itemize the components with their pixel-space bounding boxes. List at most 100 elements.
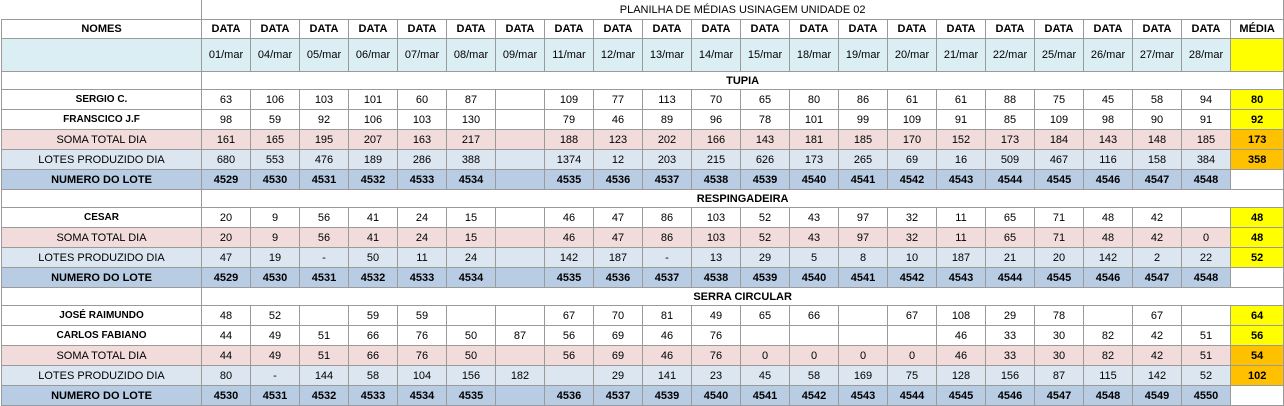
value-cell[interactable]: 467 <box>1034 149 1084 170</box>
value-cell[interactable]: 12 <box>593 149 643 170</box>
value-cell[interactable]: 4532 <box>299 385 349 406</box>
value-cell[interactable] <box>1181 305 1231 326</box>
value-cell[interactable]: 130 <box>446 109 496 130</box>
value-cell[interactable]: 44 <box>201 325 251 346</box>
average-cell[interactable] <box>1229 267 1284 288</box>
value-cell[interactable]: 4549 <box>1132 385 1182 406</box>
date-cell[interactable]: 15/mar <box>740 38 790 72</box>
value-cell[interactable]: 23 <box>691 365 741 386</box>
date-cell[interactable]: 20/mar <box>887 38 937 72</box>
operator-name[interactable]: CESAR <box>1 207 202 228</box>
value-cell[interactable]: 142 <box>544 247 594 268</box>
value-cell[interactable]: 173 <box>789 149 839 170</box>
value-cell[interactable]: 58 <box>789 365 839 386</box>
data-header-cell[interactable]: DATA <box>1181 19 1231 39</box>
value-cell[interactable]: 170 <box>887 129 937 150</box>
value-cell[interactable]: 48 <box>1083 227 1133 248</box>
value-cell[interactable]: 103 <box>691 207 741 228</box>
value-cell[interactable]: 4535 <box>446 385 496 406</box>
value-cell[interactable] <box>495 89 545 110</box>
value-cell[interactable]: 187 <box>936 247 986 268</box>
value-cell[interactable]: 67 <box>1132 305 1182 326</box>
value-cell[interactable]: 70 <box>691 89 741 110</box>
row-label[interactable]: SOMA TOTAL DIA <box>1 345 202 366</box>
average-cell[interactable]: 80 <box>1229 89 1284 110</box>
value-cell[interactable]: 4534 <box>446 169 496 190</box>
value-cell[interactable]: 45 <box>740 365 790 386</box>
value-cell[interactable]: 97 <box>838 207 888 228</box>
value-cell[interactable] <box>495 169 545 190</box>
value-cell[interactable]: 4539 <box>740 169 790 190</box>
value-cell[interactable]: 46 <box>936 325 986 346</box>
value-cell[interactable]: - <box>250 365 300 386</box>
value-cell[interactable]: 46 <box>544 227 594 248</box>
value-cell[interactable] <box>887 325 937 346</box>
value-cell[interactable]: 4540 <box>789 267 839 288</box>
value-cell[interactable]: 156 <box>985 365 1035 386</box>
value-cell[interactable]: 4543 <box>838 385 888 406</box>
operator-name[interactable]: CARLOS FABIANO <box>1 325 202 346</box>
value-cell[interactable]: 106 <box>250 89 300 110</box>
value-cell[interactable]: 123 <box>593 129 643 150</box>
value-cell[interactable] <box>495 247 545 268</box>
data-header-cell[interactable]: DATA <box>691 19 741 39</box>
value-cell[interactable]: 4541 <box>838 267 888 288</box>
value-cell[interactable]: 52 <box>740 227 790 248</box>
value-cell[interactable]: 109 <box>1034 109 1084 130</box>
value-cell[interactable]: 8 <box>838 247 888 268</box>
value-cell[interactable]: 47 <box>593 227 643 248</box>
average-cell[interactable]: 358 <box>1229 149 1284 170</box>
value-cell[interactable]: 21 <box>985 247 1035 268</box>
value-cell[interactable]: 4537 <box>593 385 643 406</box>
section-title[interactable]: RESPINGADEIRA <box>200 189 1284 208</box>
value-cell[interactable]: 70 <box>593 305 643 326</box>
average-cell[interactable]: 52 <box>1229 247 1284 268</box>
value-cell[interactable]: 86 <box>838 89 888 110</box>
value-cell[interactable]: 20 <box>1034 247 1084 268</box>
value-cell[interactable]: 65 <box>740 305 790 326</box>
value-cell[interactable]: 509 <box>985 149 1035 170</box>
value-cell[interactable]: 41 <box>348 227 398 248</box>
value-cell[interactable]: 4547 <box>1132 169 1182 190</box>
value-cell[interactable]: 388 <box>446 149 496 170</box>
value-cell[interactable]: 51 <box>299 345 349 366</box>
value-cell[interactable]: 49 <box>250 325 300 346</box>
value-cell[interactable] <box>838 325 888 346</box>
value-cell[interactable]: 4545 <box>1034 169 1084 190</box>
value-cell[interactable]: 80 <box>201 365 251 386</box>
value-cell[interactable]: 98 <box>201 109 251 130</box>
value-cell[interactable]: 71 <box>1034 207 1084 228</box>
value-cell[interactable]: 4529 <box>201 169 251 190</box>
section-label-cell[interactable] <box>1 189 202 208</box>
value-cell[interactable]: 4529 <box>201 267 251 288</box>
value-cell[interactable]: 4533 <box>348 385 398 406</box>
value-cell[interactable]: 4548 <box>1181 267 1231 288</box>
value-cell[interactable]: 71 <box>1034 227 1084 248</box>
value-cell[interactable]: 0 <box>887 345 937 366</box>
average-cell[interactable]: 48 <box>1229 227 1284 248</box>
value-cell[interactable]: - <box>299 247 349 268</box>
row-label[interactable]: NUMERO DO LOTE <box>1 267 202 288</box>
value-cell[interactable]: 109 <box>887 109 937 130</box>
data-header-cell[interactable]: DATA <box>887 19 937 39</box>
date-cell[interactable]: 08/mar <box>446 38 496 72</box>
value-cell[interactable]: 42 <box>1132 345 1182 366</box>
date-cell[interactable]: 19/mar <box>838 38 888 72</box>
value-cell[interactable]: 9 <box>250 207 300 228</box>
operator-name[interactable]: JOSÉ RAIMUNDO <box>1 305 202 326</box>
data-header-cell[interactable]: DATA <box>544 19 594 39</box>
value-cell[interactable] <box>1181 207 1231 228</box>
value-cell[interactable] <box>838 305 888 326</box>
value-cell[interactable]: 96 <box>691 109 741 130</box>
value-cell[interactable]: 4541 <box>838 169 888 190</box>
value-cell[interactable]: 24 <box>397 227 447 248</box>
value-cell[interactable]: 10 <box>887 247 937 268</box>
value-cell[interactable]: 4534 <box>397 385 447 406</box>
dates-label-cell[interactable] <box>1 38 202 72</box>
value-cell[interactable]: 4537 <box>642 169 692 190</box>
value-cell[interactable]: 46 <box>642 345 692 366</box>
value-cell[interactable]: 187 <box>593 247 643 268</box>
value-cell[interactable]: 4535 <box>544 169 594 190</box>
value-cell[interactable]: 32 <box>887 227 937 248</box>
value-cell[interactable]: 29 <box>593 365 643 386</box>
